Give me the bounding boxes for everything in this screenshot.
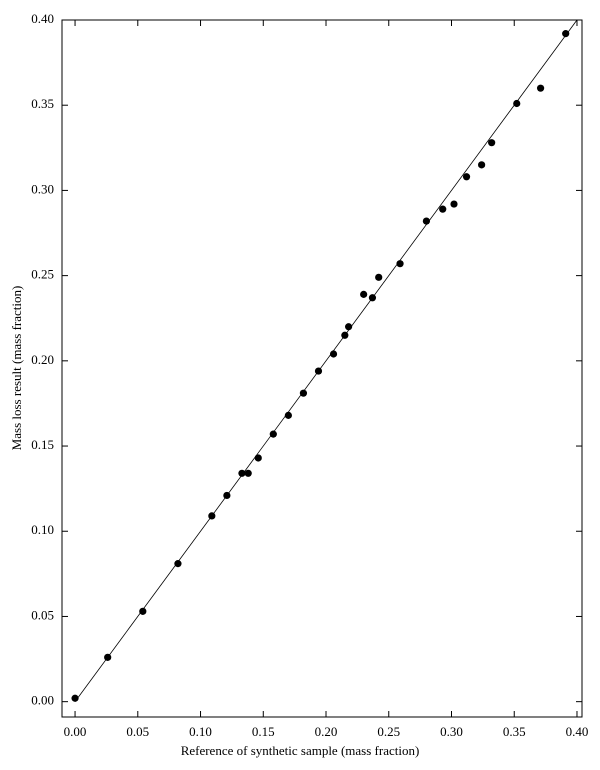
y-tick-label: 0.00	[31, 693, 54, 708]
x-tick-label: 0.20	[315, 724, 338, 739]
point	[513, 99, 521, 108]
point	[104, 653, 112, 661]
point	[223, 491, 231, 500]
y-tick-label: 0.10	[31, 522, 54, 537]
point	[299, 389, 308, 397]
point	[139, 607, 147, 615]
x-tick-label: 0.15	[252, 724, 275, 739]
y-tick-label: 0.25	[31, 267, 54, 282]
y-tick-label: 0.40	[31, 11, 54, 26]
point	[174, 560, 182, 568]
point	[462, 173, 471, 181]
point	[422, 217, 431, 225]
point	[396, 260, 404, 268]
point	[439, 205, 447, 213]
point	[536, 84, 545, 92]
x-tick-label: 0.25	[377, 724, 400, 739]
point	[329, 350, 338, 358]
point	[341, 331, 349, 339]
x-tick-label: 0.40	[566, 724, 589, 739]
point	[562, 30, 570, 38]
point	[368, 294, 377, 302]
point	[269, 430, 277, 438]
point	[208, 512, 216, 520]
x-tick-label: 0.30	[440, 724, 463, 739]
point	[345, 323, 353, 331]
point	[488, 139, 496, 147]
reference-line	[74, 19, 578, 702]
point	[244, 469, 252, 477]
point	[71, 694, 79, 702]
plot-frame	[61, 19, 583, 718]
x-axis-label: Reference of synthetic sample (mass frac…	[181, 743, 420, 758]
y-tick-label: 0.15	[31, 437, 54, 452]
point	[314, 367, 323, 375]
x-tick-label: 0.00	[64, 724, 87, 739]
point	[254, 454, 262, 462]
point	[360, 290, 368, 298]
point	[450, 200, 458, 208]
y-tick-label: 0.20	[31, 352, 54, 367]
point	[375, 273, 383, 281]
point	[238, 469, 246, 477]
x-tick-label: 0.05	[126, 724, 149, 739]
point	[478, 161, 486, 169]
x-tick-label: 0.35	[503, 724, 526, 739]
y-tick-label: 0.05	[31, 607, 54, 622]
x-tick-label: 0.10	[189, 724, 212, 739]
y-tick-label: 0.35	[31, 96, 54, 111]
y-axis-label: Mass loss result (mass fraction)	[9, 286, 24, 451]
point	[284, 411, 292, 419]
y-tick-label: 0.30	[31, 181, 54, 196]
